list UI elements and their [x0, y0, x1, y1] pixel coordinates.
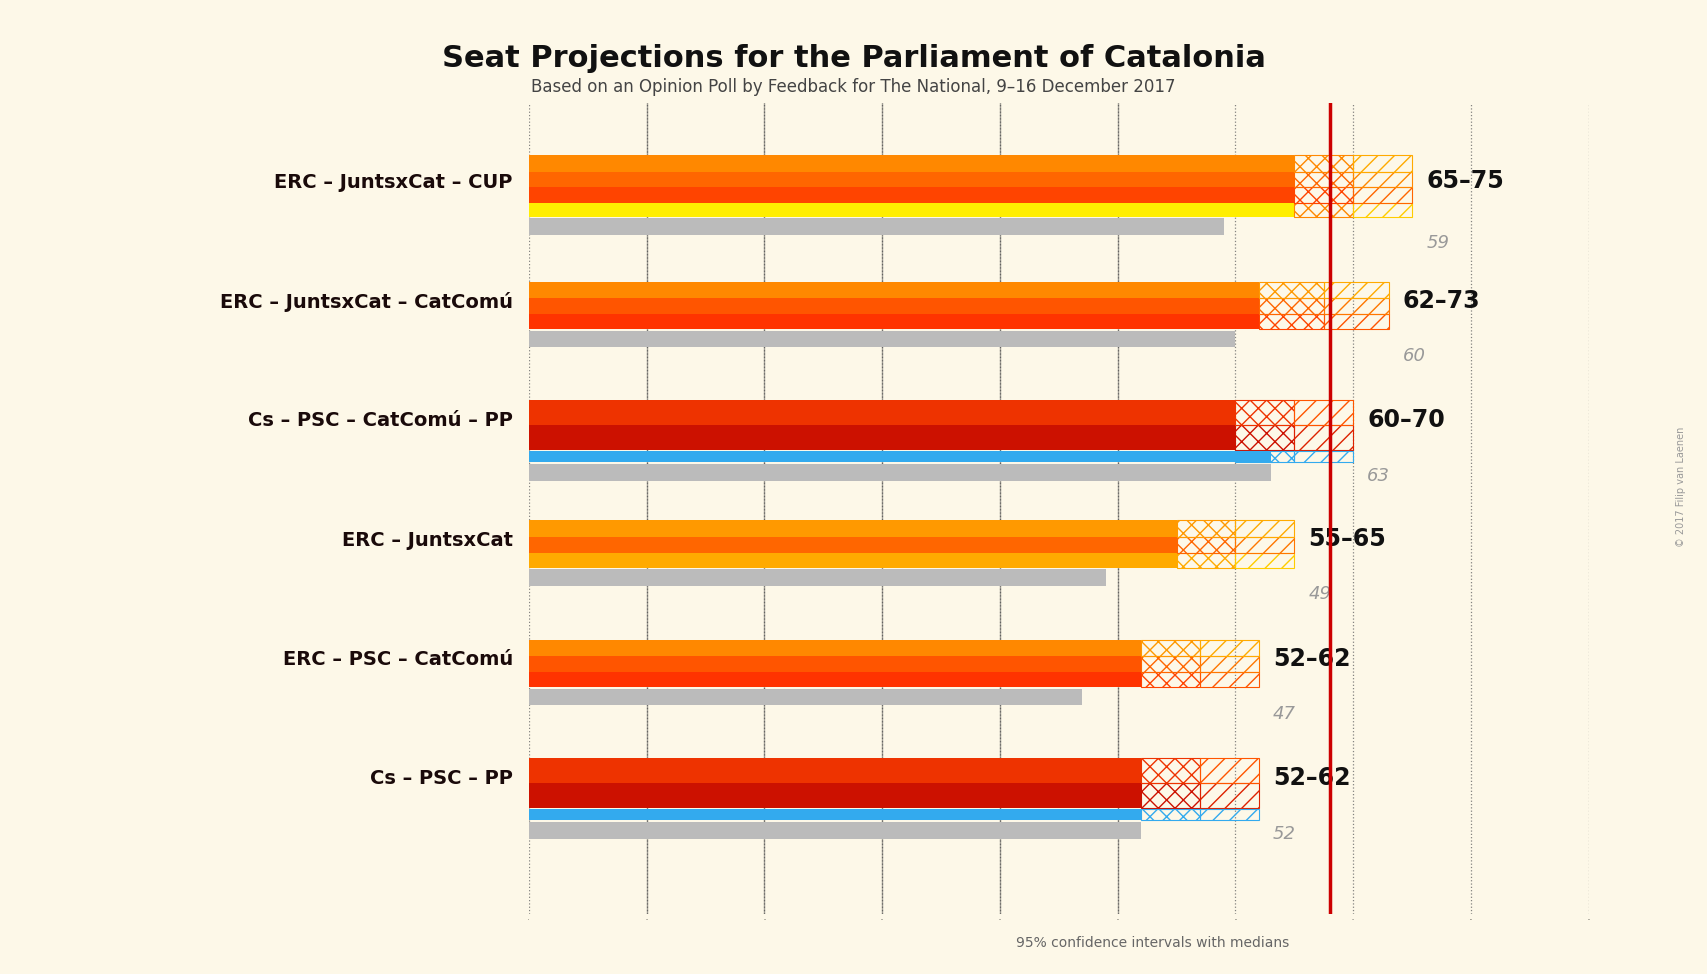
Bar — [529, 171, 1294, 187]
Bar — [529, 218, 1224, 235]
Text: © 2017 Filip van Laenen: © 2017 Filip van Laenen — [1676, 427, 1687, 547]
Bar — [529, 537, 1176, 552]
Text: 62–73: 62–73 — [1403, 288, 1480, 313]
Bar — [1200, 656, 1260, 672]
Bar — [1200, 783, 1260, 808]
Text: 60: 60 — [1403, 347, 1425, 364]
Bar — [1176, 537, 1236, 552]
Bar — [1354, 171, 1412, 187]
Bar — [529, 758, 1142, 783]
Bar — [529, 672, 1142, 688]
Text: 63: 63 — [1367, 468, 1389, 485]
Bar — [1200, 808, 1260, 820]
Bar — [1354, 187, 1412, 203]
Bar — [1294, 425, 1354, 450]
Bar — [1142, 640, 1200, 656]
Bar — [529, 155, 1294, 171]
Bar — [529, 520, 1176, 537]
Bar — [1354, 203, 1412, 217]
Bar — [529, 330, 1236, 348]
Bar — [1294, 399, 1354, 425]
Bar — [1236, 451, 1294, 463]
Text: 95% confidence intervals with medians: 95% confidence intervals with medians — [1016, 936, 1289, 950]
Bar — [529, 808, 1142, 820]
Bar — [1294, 451, 1354, 463]
Bar — [1176, 552, 1236, 568]
Text: 52–62: 52–62 — [1273, 647, 1350, 671]
Bar — [529, 689, 1082, 705]
Bar — [1294, 155, 1354, 171]
Text: 52: 52 — [1273, 825, 1296, 843]
Bar — [529, 187, 1294, 203]
Bar — [1260, 298, 1323, 314]
Text: 55–65: 55–65 — [1309, 528, 1386, 551]
Bar — [1236, 425, 1294, 450]
Bar — [1236, 399, 1294, 425]
Text: 49: 49 — [1309, 585, 1331, 603]
Bar — [529, 203, 1294, 217]
Bar — [529, 552, 1176, 568]
Bar — [529, 822, 1142, 839]
Text: 65–75: 65–75 — [1425, 169, 1504, 194]
Bar — [1323, 281, 1388, 298]
Text: 59: 59 — [1425, 235, 1449, 252]
Text: 47: 47 — [1273, 704, 1296, 723]
Bar — [1236, 520, 1294, 537]
Bar — [1142, 656, 1200, 672]
Bar — [1236, 537, 1294, 552]
Bar — [1236, 552, 1294, 568]
Bar — [529, 783, 1142, 808]
Bar — [1200, 758, 1260, 783]
Bar — [529, 399, 1236, 425]
Text: 52–62: 52–62 — [1273, 767, 1350, 790]
Bar — [1294, 203, 1354, 217]
Bar — [529, 465, 1270, 481]
Bar — [1142, 672, 1200, 688]
Bar — [1200, 640, 1260, 656]
Bar — [529, 298, 1260, 314]
Text: 60–70: 60–70 — [1367, 408, 1446, 432]
Bar — [529, 569, 1106, 586]
Bar — [1142, 758, 1200, 783]
Bar — [529, 314, 1260, 329]
Bar — [1142, 808, 1200, 820]
Bar — [529, 425, 1236, 450]
Bar — [1323, 298, 1388, 314]
Bar — [529, 656, 1142, 672]
Bar — [529, 451, 1270, 463]
Text: Seat Projections for the Parliament of Catalonia: Seat Projections for the Parliament of C… — [442, 44, 1265, 73]
Bar — [1260, 314, 1323, 329]
Bar — [1354, 155, 1412, 171]
Bar — [1176, 520, 1236, 537]
Text: Based on an Opinion Poll by Feedback for The National, 9–16 December 2017: Based on an Opinion Poll by Feedback for… — [531, 78, 1176, 95]
Bar — [1142, 783, 1200, 808]
Bar — [1323, 314, 1388, 329]
Bar — [1260, 281, 1323, 298]
Bar — [1294, 171, 1354, 187]
Bar — [1200, 672, 1260, 688]
Bar — [529, 640, 1142, 656]
Bar — [1294, 187, 1354, 203]
Bar — [529, 281, 1260, 298]
